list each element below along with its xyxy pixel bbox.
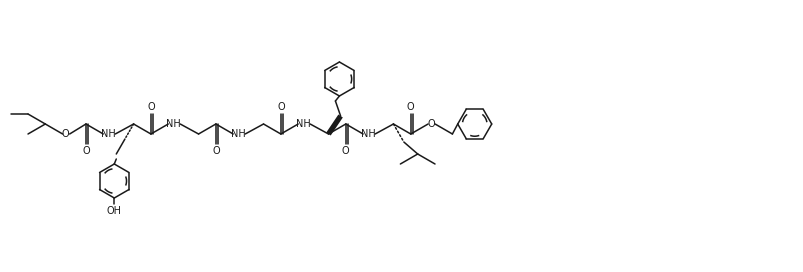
Text: O: O xyxy=(147,102,154,112)
Text: NH: NH xyxy=(230,129,245,139)
Text: OH: OH xyxy=(107,206,121,216)
Text: O: O xyxy=(341,146,349,156)
Text: O: O xyxy=(212,146,219,156)
Text: O: O xyxy=(426,119,434,129)
Text: NH: NH xyxy=(101,129,116,139)
Text: NH: NH xyxy=(165,119,181,129)
Text: O: O xyxy=(406,102,414,112)
Text: NH: NH xyxy=(361,129,375,139)
Text: O: O xyxy=(277,102,284,112)
Text: O: O xyxy=(82,146,90,156)
Text: O: O xyxy=(62,129,69,139)
Text: NH: NH xyxy=(296,119,310,129)
